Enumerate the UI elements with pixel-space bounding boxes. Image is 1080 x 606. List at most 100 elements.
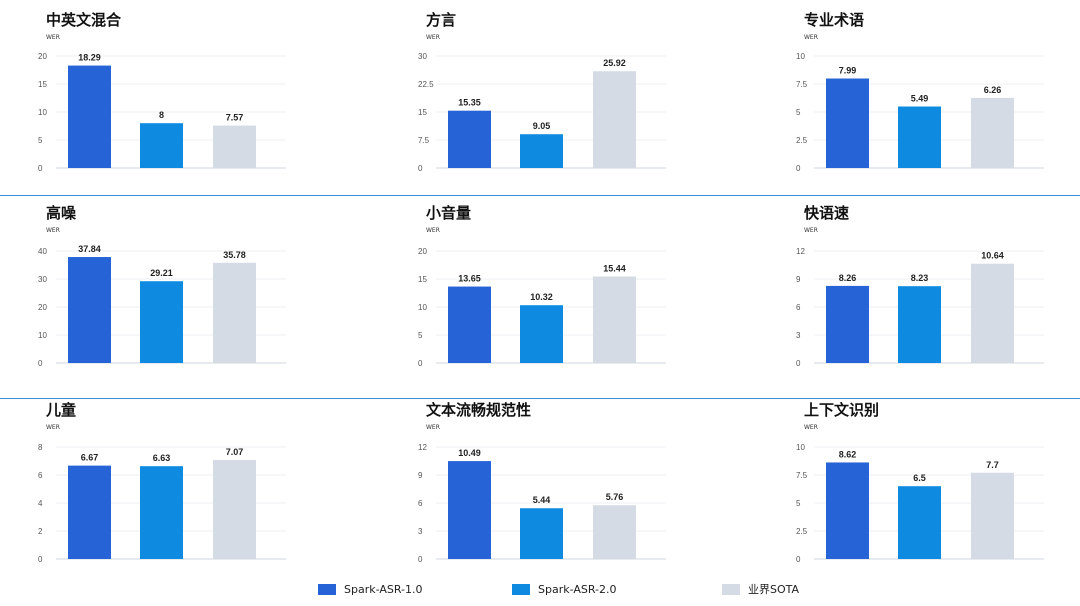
row-divider-2	[0, 398, 1080, 399]
chart-2-tick-1: 2.5	[796, 136, 808, 145]
chart-8-bar-2	[898, 486, 941, 559]
chart-0-bar-3	[213, 125, 256, 168]
chart-4-label-2: 10.32	[530, 292, 553, 302]
chart-1-tick-4: 30	[418, 52, 427, 61]
chart-ylabel-2: WER	[804, 34, 818, 41]
chart-7-label-2: 5.44	[533, 495, 551, 505]
row-divider-1	[0, 195, 1080, 196]
chart-5-tick-3: 9	[796, 275, 801, 284]
chart-3-tick-1: 10	[38, 331, 47, 340]
chart-7-label-3: 5.76	[606, 492, 624, 502]
chart-8-tick-3: 7.5	[796, 471, 808, 480]
chart-8-label-2: 6.5	[913, 473, 926, 483]
chart-6-tick-4: 8	[38, 443, 43, 452]
chart-ylabel-8: WER	[804, 424, 818, 431]
chart-3-bar-1	[68, 257, 111, 363]
chart-4-label-1: 13.65	[458, 274, 481, 284]
chart-6-tick-1: 2	[38, 527, 43, 536]
chart-4-label-3: 15.44	[603, 264, 626, 274]
chart-ylabel-4: WER	[426, 227, 440, 234]
legend-item-sota: 业界SOTA	[722, 580, 799, 598]
chart-7-tick-4: 12	[418, 443, 427, 452]
chart-0-tick-2: 10	[38, 108, 47, 117]
chart-title-3: 高噪	[46, 204, 77, 222]
chart-8-tick-1: 2.5	[796, 527, 808, 536]
chart-4-tick-4: 20	[418, 247, 427, 256]
chart-2-tick-4: 10	[796, 52, 805, 61]
chart-title-4: 小音量	[426, 204, 471, 222]
chart-0-label-2: 8	[159, 110, 164, 120]
chart-1-bar-3	[593, 71, 636, 168]
chart-4-tick-2: 10	[418, 303, 427, 312]
chart-1-tick-1: 7.5	[418, 136, 430, 145]
chart-title-8: 上下文识别	[804, 401, 879, 419]
chart-title-0: 中英文混合	[46, 11, 122, 29]
chart-ylabel-6: WER	[46, 424, 60, 431]
chart-2-bar-1	[826, 78, 869, 168]
chart-ylabel-0: WER	[46, 34, 60, 41]
chart-1-tick-3: 22.5	[418, 80, 434, 89]
chart-7-tick-1: 3	[418, 527, 423, 536]
chart-4-tick-3: 15	[418, 275, 427, 284]
chart-1-bar-2	[520, 134, 563, 168]
chart-5-label-1: 8.26	[839, 273, 857, 283]
chart-0-bar-1	[68, 65, 111, 168]
chart-3-label-2: 29.21	[150, 268, 173, 278]
legend-swatch-2	[512, 583, 530, 595]
chart-7-tick-0: 0	[418, 555, 423, 564]
chart-8-bar-1	[826, 462, 869, 559]
chart-4-bar-1	[448, 286, 491, 363]
chart-5-tick-0: 0	[796, 359, 801, 368]
chart-3-tick-2: 20	[38, 303, 47, 312]
chart-ylabel-5: WER	[804, 227, 818, 234]
chart-title-1: 方言	[426, 11, 456, 29]
chart-5-tick-4: 12	[796, 247, 805, 256]
chart-4-bar-3	[593, 276, 636, 363]
chart-3-tick-4: 40	[38, 247, 47, 256]
chart-5-tick-2: 6	[796, 303, 801, 312]
chart-2-bar-2	[898, 106, 941, 168]
chart-6-tick-0: 0	[38, 555, 43, 564]
chart-1-bar-1	[448, 110, 491, 168]
chart-8-label-1: 8.62	[839, 449, 857, 459]
chart-0-bar-2	[140, 123, 183, 168]
chart-ylabel-3: WER	[46, 227, 60, 234]
chart-8-bar-3	[971, 472, 1014, 559]
chart-1-tick-2: 15	[418, 108, 427, 117]
chart-1-label-1: 15.35	[458, 98, 481, 108]
chart-4-tick-1: 5	[418, 331, 423, 340]
legend-swatch-1	[318, 583, 336, 595]
chart-1-label-2: 9.05	[533, 121, 551, 131]
chart-3-tick-3: 30	[38, 275, 47, 284]
chart-3-bar-3	[213, 262, 256, 363]
chart-6-label-1: 6.67	[81, 453, 99, 463]
chart-1-tick-0: 0	[418, 164, 423, 173]
chart-0-tick-4: 20	[38, 52, 47, 61]
chart-7-bar-1	[448, 461, 491, 559]
chart-2-tick-3: 7.5	[796, 80, 808, 89]
chart-7-tick-3: 9	[418, 471, 423, 480]
chart-0-tick-3: 15	[38, 80, 47, 89]
legend-swatch-3	[722, 583, 740, 595]
chart-1-label-3: 25.92	[603, 58, 626, 68]
chart-2-tick-2: 5	[796, 108, 801, 117]
legend-label-3: 业界SOTA	[748, 583, 800, 596]
chart-8-tick-0: 0	[796, 555, 801, 564]
chart-4-bar-2	[520, 305, 563, 363]
legend-label-2: Spark-ASR-2.0	[538, 582, 617, 596]
chart-2-label-1: 7.99	[839, 66, 857, 76]
legend-item-spark-asr-1: Spark-ASR-1.0	[318, 580, 423, 598]
chart-2-label-3: 6.26	[984, 85, 1002, 95]
chart-2-label-2: 5.49	[911, 94, 929, 104]
chart-title-5: 快语速	[804, 204, 849, 222]
chart-4-tick-0: 0	[418, 359, 423, 368]
legend-item-spark-asr-2: Spark-ASR-2.0	[512, 580, 617, 598]
chart-6-bar-3	[213, 460, 256, 559]
chart-3-label-1: 37.84	[78, 244, 101, 254]
chart-8-tick-2: 5	[796, 499, 801, 508]
chart-7-tick-2: 6	[418, 499, 423, 508]
chart-3-tick-0: 0	[38, 359, 43, 368]
chart-0-label-1: 18.29	[78, 53, 101, 63]
chart-7-bar-3	[593, 505, 636, 559]
